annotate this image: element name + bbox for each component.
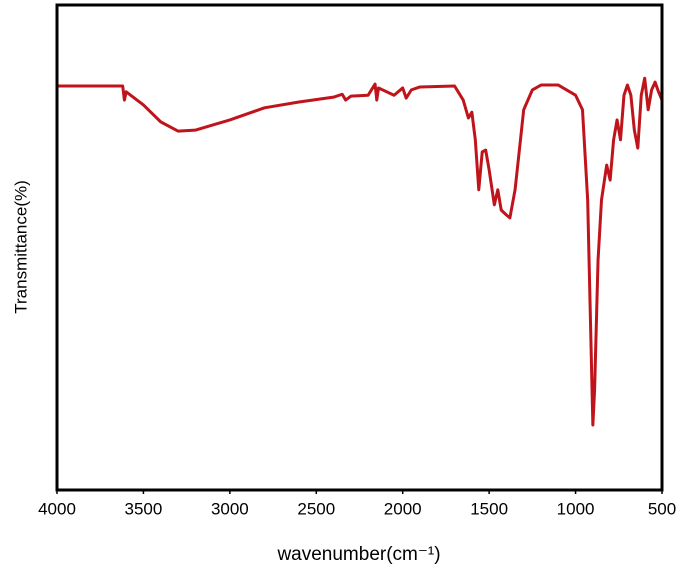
x-tick-label: 4000 — [38, 499, 76, 518]
x-tick-label: 500 — [648, 499, 676, 518]
x-tick-label: 3500 — [125, 499, 163, 518]
spectrum-line — [57, 76, 664, 427]
x-tick-label: 3000 — [211, 499, 249, 518]
plot-frame — [55, 3, 664, 492]
y-axis-label: Transmittance(%) — [11, 180, 30, 314]
x-axis-label: wavenumber(cm⁻¹) — [276, 544, 440, 565]
x-tick-label: 1000 — [557, 499, 595, 518]
x-tick-label: 2500 — [297, 499, 335, 518]
x-tick-label: 1500 — [470, 499, 508, 518]
x-tick-label: 2000 — [384, 499, 422, 518]
